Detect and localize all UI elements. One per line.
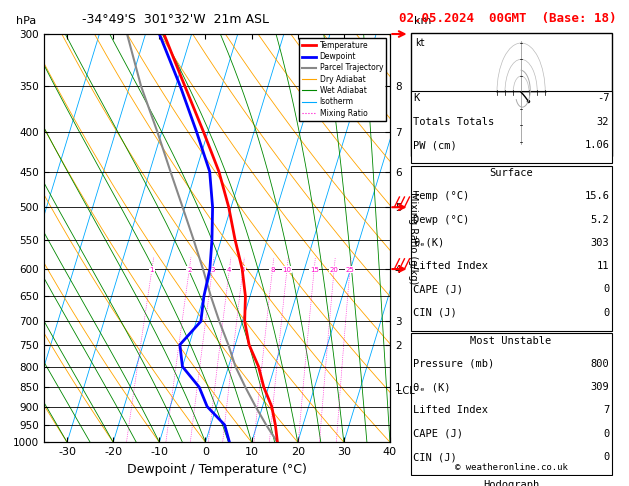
Text: 5: 5 — [241, 267, 245, 273]
Bar — [411, 91, 611, 163]
Text: 7: 7 — [603, 405, 610, 416]
Text: 5.2: 5.2 — [591, 214, 610, 225]
Text: 800: 800 — [591, 359, 610, 369]
Text: CAPE (J): CAPE (J) — [413, 429, 463, 439]
Text: 11: 11 — [597, 261, 610, 271]
Text: 3: 3 — [210, 267, 214, 273]
Text: 25: 25 — [345, 267, 354, 273]
Text: 10: 10 — [282, 267, 291, 273]
Text: Totals Totals: Totals Totals — [413, 117, 494, 127]
Text: 2: 2 — [187, 267, 191, 273]
Legend: Temperature, Dewpoint, Parcel Trajectory, Dry Adiabat, Wet Adiabat, Isotherm, Mi: Temperature, Dewpoint, Parcel Trajectory… — [299, 38, 386, 121]
Text: hPa: hPa — [16, 16, 36, 26]
Text: 1.06: 1.06 — [584, 140, 610, 150]
Text: 02.05.2024  00GMT  (Base: 18): 02.05.2024 00GMT (Base: 18) — [399, 12, 617, 25]
Text: Dewp (°C): Dewp (°C) — [413, 214, 469, 225]
Text: 15: 15 — [309, 267, 319, 273]
Text: -34°49'S  301°32'W  21m ASL: -34°49'S 301°32'W 21m ASL — [82, 13, 269, 26]
Text: Surface: Surface — [489, 168, 533, 178]
Text: 0: 0 — [603, 308, 610, 318]
Text: 0: 0 — [603, 284, 610, 295]
Text: Hodograph: Hodograph — [483, 480, 539, 486]
Text: 309: 309 — [591, 382, 610, 392]
Text: PW (cm): PW (cm) — [413, 140, 457, 150]
Text: © weatheronline.co.uk: © weatheronline.co.uk — [455, 463, 567, 472]
Text: Lifted Index: Lifted Index — [413, 261, 488, 271]
Text: 1: 1 — [150, 267, 154, 273]
Text: K: K — [413, 93, 419, 104]
Bar — [411, 333, 611, 475]
Bar — [411, 166, 611, 331]
Text: CAPE (J): CAPE (J) — [413, 284, 463, 295]
Text: kt: kt — [415, 38, 425, 48]
Y-axis label: Mixing Ratio (g/kg): Mixing Ratio (g/kg) — [408, 192, 418, 284]
Text: θₑ (K): θₑ (K) — [413, 382, 450, 392]
Text: CIN (J): CIN (J) — [413, 308, 457, 318]
Text: LCL: LCL — [397, 386, 415, 396]
X-axis label: Dewpoint / Temperature (°C): Dewpoint / Temperature (°C) — [127, 463, 307, 476]
Bar — [411, 478, 611, 486]
Text: Pressure (mb): Pressure (mb) — [413, 359, 494, 369]
Text: Temp (°C): Temp (°C) — [413, 191, 469, 201]
Text: 0: 0 — [603, 429, 610, 439]
Text: km: km — [415, 16, 431, 26]
Text: 32: 32 — [597, 117, 610, 127]
Text: CIN (J): CIN (J) — [413, 452, 457, 462]
Text: -7: -7 — [597, 93, 610, 104]
Text: 15.6: 15.6 — [584, 191, 610, 201]
Text: ASL: ASL — [415, 42, 435, 52]
Text: 303: 303 — [591, 238, 610, 248]
Text: 8: 8 — [270, 267, 275, 273]
Bar — [411, 33, 611, 156]
Text: Most Unstable: Most Unstable — [470, 335, 552, 346]
Text: Lifted Index: Lifted Index — [413, 405, 488, 416]
Text: 20: 20 — [330, 267, 338, 273]
Text: 4: 4 — [227, 267, 231, 273]
Text: 0: 0 — [603, 452, 610, 462]
Text: θₑ(K): θₑ(K) — [413, 238, 444, 248]
